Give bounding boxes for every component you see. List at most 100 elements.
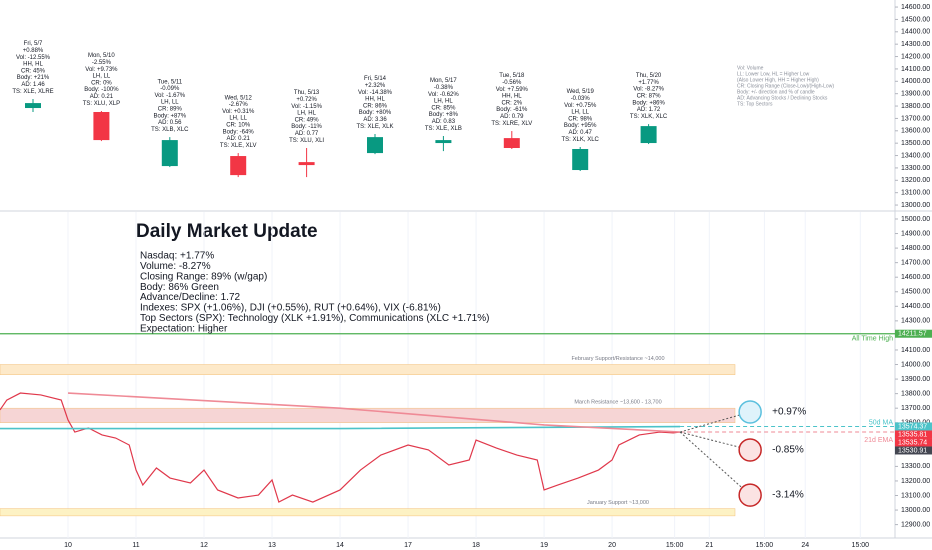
candle-annotation: -2.67% <box>229 102 249 108</box>
y-tick-label: 14600.00 <box>901 274 930 281</box>
candle-body <box>161 140 178 167</box>
candle-annotation: Vol: -0.62% <box>428 92 459 98</box>
candle-annotation: HH, HL <box>365 97 385 103</box>
y-tick-label: 13500.00 <box>901 140 930 147</box>
candle-annotation: CR: 45% <box>21 68 46 74</box>
y-tick-label: 13000.00 <box>901 507 930 514</box>
series-line <box>0 425 681 430</box>
x-tick-label: 15:00 <box>756 542 774 549</box>
y-tick-label: 14800.00 <box>901 245 930 252</box>
candle-annotation: Body: -64% <box>223 129 255 135</box>
candle-annotation: +0.72% <box>296 97 317 103</box>
y-tick-label: 13400.00 <box>901 152 930 159</box>
candle-annotation: Wed, 5/12 <box>225 95 253 101</box>
price-tag-label: 13535.74 <box>898 439 927 446</box>
x-tick-label: 10 <box>64 542 72 549</box>
candle-annotation: Body: -61% <box>496 107 528 113</box>
candle-annotation: CR: 86% <box>363 103 388 109</box>
projection-label: -3.14% <box>772 490 804 501</box>
y-tick-label: 12900.00 <box>901 521 930 528</box>
chart-title: Daily Market Update <box>136 221 318 242</box>
candle-annotation: HH, HL <box>23 62 43 68</box>
y-tick-label: 14400.00 <box>901 29 930 36</box>
y-tick-label: 14600.00 <box>901 4 930 11</box>
y-tick-label: 13000.00 <box>901 202 930 209</box>
y-tick-label: 14900.00 <box>901 230 930 237</box>
candle-annotation: TS: XLU, XLP <box>83 101 120 107</box>
legend-label: 50d MA <box>869 419 893 426</box>
candle-body <box>25 103 41 109</box>
candle-annotation: TS: XLK, XLC <box>630 114 668 120</box>
candle-annotation: -0.09% <box>160 86 180 92</box>
x-tick-label: 13 <box>268 542 276 549</box>
series-line <box>0 392 681 503</box>
y-tick-label: 14200.00 <box>901 53 930 60</box>
projection-label: -0.85% <box>772 445 804 456</box>
candle-annotation: -0.56% <box>502 80 522 86</box>
zone <box>0 407 736 423</box>
y-tick-label: 14500.00 <box>901 289 930 296</box>
candle-annotation: +2.32% <box>365 83 386 89</box>
y-tick-label: 14500.00 <box>901 16 930 23</box>
market-text: Nasdaq: +1.77% <box>140 251 214 262</box>
series-line <box>67 392 681 433</box>
zone-label: March Resistance ~13,600 - 13,700 <box>574 400 661 406</box>
y-tick-label: 14300.00 <box>901 41 930 48</box>
y-tick-label: 13100.00 <box>901 190 930 197</box>
candle-annotation: TS: XLRE, XLV <box>491 121 532 127</box>
x-tick-label: 19 <box>540 542 548 549</box>
candle-annotation: LH, LL <box>161 100 179 106</box>
candle-annotation: Body: -100% <box>84 87 119 93</box>
x-tick-label: 11 <box>132 542 139 549</box>
x-tick-label: 15:00 <box>852 542 870 549</box>
candle-annotation: Vol: -8.27% <box>633 87 664 93</box>
legend-note: LL: Lower Low, HL = Higher Low <box>737 71 810 77</box>
candle-annotation: Thu, 5/20 <box>636 73 662 79</box>
candle-annotation: AD: 1.72 <box>637 107 661 113</box>
x-tick-label: 17 <box>404 542 412 549</box>
y-tick-label: 13100.00 <box>901 492 930 499</box>
projection-line <box>679 431 751 451</box>
y-tick-label: 14000.00 <box>901 78 930 85</box>
candle-annotation: Body: +95% <box>564 123 597 129</box>
candle-annotation: +0.88% <box>23 48 44 54</box>
y-tick-label: 13600.00 <box>901 128 930 135</box>
candle-annotation: CR: 49% <box>295 117 320 123</box>
candle-annotation: AD: 0.77 <box>295 131 319 137</box>
candle-annotation: TS: XLU, XLI <box>289 138 324 144</box>
y-tick-label: 14300.00 <box>901 318 930 325</box>
candle-annotation: CR: 10% <box>226 122 251 128</box>
price-tag <box>895 430 932 439</box>
projection-marker <box>738 483 762 507</box>
candle-annotation: Body: +87% <box>154 113 187 119</box>
x-tick-label: 15:00 <box>666 542 684 549</box>
candle-body <box>640 126 657 144</box>
y-tick-label: 13700.00 <box>901 115 930 122</box>
candle-annotation: CR: 85% <box>431 105 456 111</box>
candle-annotation: LH, HL <box>434 99 453 105</box>
candle-annotation: CR: 2% <box>501 100 522 106</box>
candle-annotation: AD: 1.46 <box>21 82 45 88</box>
candle-body <box>298 162 315 166</box>
candle-body <box>503 138 520 149</box>
candle-annotation: Mon, 5/10 <box>88 53 115 59</box>
candle-annotation: AD: 0.21 <box>90 94 114 100</box>
candle-body <box>435 140 452 144</box>
candle-body <box>367 137 383 154</box>
candle-annotation: AD: 0.21 <box>227 136 251 142</box>
candle-annotation: Vol: -14.38% <box>358 90 393 96</box>
y-tick-label: 14000.00 <box>901 361 930 368</box>
legend-label: 21d EMA <box>864 437 893 444</box>
y-tick-label: 13800.00 <box>901 390 930 397</box>
candle-annotation: AD: 0.83 <box>432 119 456 125</box>
price-tag <box>895 329 932 338</box>
candle-annotation: -0.38% <box>434 85 454 91</box>
x-tick-label: 21 <box>705 542 713 549</box>
candle-annotation: TS: XLE, XLK <box>356 124 393 130</box>
projection-marker <box>738 400 762 424</box>
candle-annotation: Tue, 5/11 <box>157 79 182 85</box>
market-text: Body: 86% Green <box>140 282 219 293</box>
candle-annotation: AD: 0.56 <box>158 120 182 126</box>
zone-label: January Support ~13,000 <box>587 500 649 506</box>
